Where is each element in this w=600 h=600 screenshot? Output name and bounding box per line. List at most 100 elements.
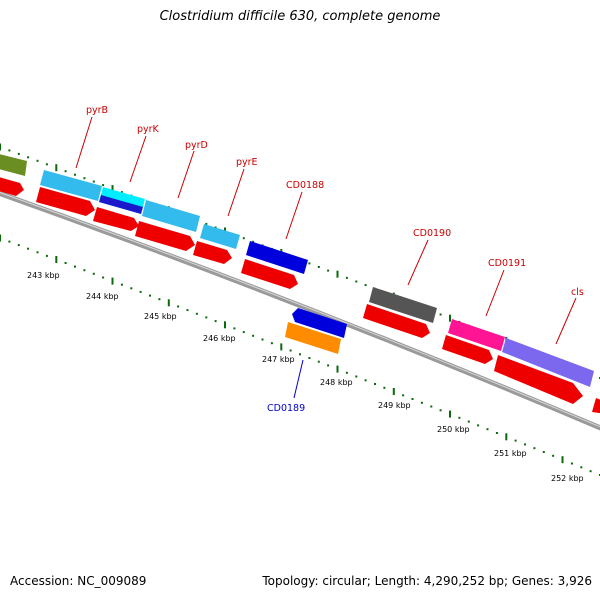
minor-tick <box>308 357 311 359</box>
gene-label-pyrE[interactable]: pyrE <box>236 157 258 168</box>
minor-tick <box>467 420 470 423</box>
cds-arrow[interactable] <box>363 304 430 338</box>
minor-tick <box>83 269 86 272</box>
accession-text: Accession: NC_009089 <box>10 574 147 588</box>
minor-tick <box>270 342 273 345</box>
minor-tick <box>177 305 180 308</box>
minor-tick <box>524 443 526 446</box>
gene-label-CD0191[interactable]: CD0191 <box>488 258 526 269</box>
feature-pyrE[interactable] <box>200 224 240 249</box>
gene-label-cls[interactable]: cls <box>571 287 584 298</box>
minor-tick <box>8 240 11 243</box>
feature-track-colored <box>0 153 594 387</box>
feature-CD0190[interactable] <box>369 287 437 323</box>
minor-tick <box>317 360 320 363</box>
cds-arrow[interactable] <box>36 187 95 216</box>
feature-CD0189-arrow[interactable] <box>292 308 347 338</box>
cds-track <box>0 176 600 414</box>
minor-tick <box>345 276 348 279</box>
gene-label-pyrK[interactable]: pyrK <box>137 124 160 135</box>
minor-tick <box>120 283 123 286</box>
cds-arrow[interactable] <box>241 259 298 289</box>
scale-label: 251 kbp <box>494 449 527 458</box>
cds-arrow[interactable] <box>135 221 195 251</box>
minor-tick <box>402 394 405 397</box>
minor-tick <box>17 244 20 247</box>
minor-tick <box>552 454 555 457</box>
major-tick <box>224 321 226 329</box>
scale-label: 246 kbp <box>203 334 236 343</box>
major-tick <box>336 365 339 373</box>
minor-tick <box>439 313 442 316</box>
minor-tick <box>27 156 30 159</box>
label-lines <box>75 116 577 399</box>
minor-tick <box>36 251 39 254</box>
minor-tick <box>74 173 76 176</box>
minor-tick <box>149 294 151 297</box>
minor-tick <box>242 237 245 240</box>
gene-label-pyrD[interactable]: pyrD <box>185 140 208 151</box>
minor-tick <box>589 470 592 473</box>
minor-tick <box>345 371 348 374</box>
major-tick <box>111 185 114 193</box>
major-tick <box>392 388 395 395</box>
minor-tick <box>542 451 545 453</box>
major-tick <box>561 456 564 464</box>
minor-tick <box>383 386 386 389</box>
minor-tick <box>74 265 76 268</box>
feature-olive[interactable] <box>0 153 27 176</box>
cds-arrow[interactable] <box>193 241 232 264</box>
minor-tick <box>252 240 255 243</box>
cds-arrow[interactable] <box>0 176 24 196</box>
minor-tick <box>477 424 480 427</box>
major-tick <box>505 433 508 441</box>
minor-tick <box>570 462 573 465</box>
map-title: Clostridium difficile 630, complete geno… <box>159 9 441 24</box>
feature-CD0189[interactable] <box>285 322 341 354</box>
minor-tick <box>308 262 311 265</box>
gene-label-pyrB[interactable]: pyrB <box>86 105 108 116</box>
feature-CD0191[interactable] <box>448 319 505 351</box>
minor-tick <box>45 254 48 257</box>
scale-label: 250 kbp <box>437 425 470 434</box>
scale-label: 244 kbp <box>86 292 119 301</box>
minor-tick <box>214 320 217 323</box>
gene-label-CD0189[interactable]: CD0189 <box>267 403 305 414</box>
backbone <box>0 190 600 431</box>
major-tick <box>167 299 170 307</box>
minor-tick <box>299 353 301 356</box>
feature-cls[interactable] <box>502 338 594 387</box>
scale-label: 245 kbp <box>144 312 177 321</box>
feature-pyrB[interactable] <box>40 170 102 201</box>
major-tick <box>0 143 1 151</box>
major-tick <box>449 410 451 418</box>
cds-arrow[interactable] <box>494 355 583 404</box>
cds-arrow[interactable] <box>442 335 493 364</box>
minor-tick <box>120 191 123 194</box>
gene-label-CD0190[interactable]: CD0190 <box>413 228 451 239</box>
minor-tick <box>130 287 133 290</box>
minor-tick <box>102 184 105 187</box>
minor-tick <box>261 338 264 341</box>
topology-text: Topology: circular; Length: 4,290,252 bp… <box>262 574 592 588</box>
minor-tick <box>420 401 423 404</box>
minor-tick <box>486 428 489 431</box>
minor-tick <box>83 177 86 180</box>
gene-label-CD0188[interactable]: CD0188 <box>286 180 324 191</box>
major-tick <box>55 256 58 263</box>
minor-tick <box>580 466 583 469</box>
minor-tick <box>205 222 208 225</box>
minor-tick <box>139 290 142 293</box>
minor-tick <box>317 266 320 268</box>
feature-CD0188[interactable] <box>246 241 308 274</box>
cds-arrow[interactable] <box>592 398 600 414</box>
minor-tick <box>458 416 461 419</box>
scale-label: 248 kbp <box>320 378 353 387</box>
major-tick <box>336 270 339 278</box>
minor-tick <box>214 226 217 229</box>
cds-arrow[interactable] <box>93 207 139 231</box>
feature-pyrK-blue[interactable] <box>99 195 143 214</box>
feature-pyrD[interactable] <box>142 200 200 232</box>
major-tick <box>111 277 114 285</box>
